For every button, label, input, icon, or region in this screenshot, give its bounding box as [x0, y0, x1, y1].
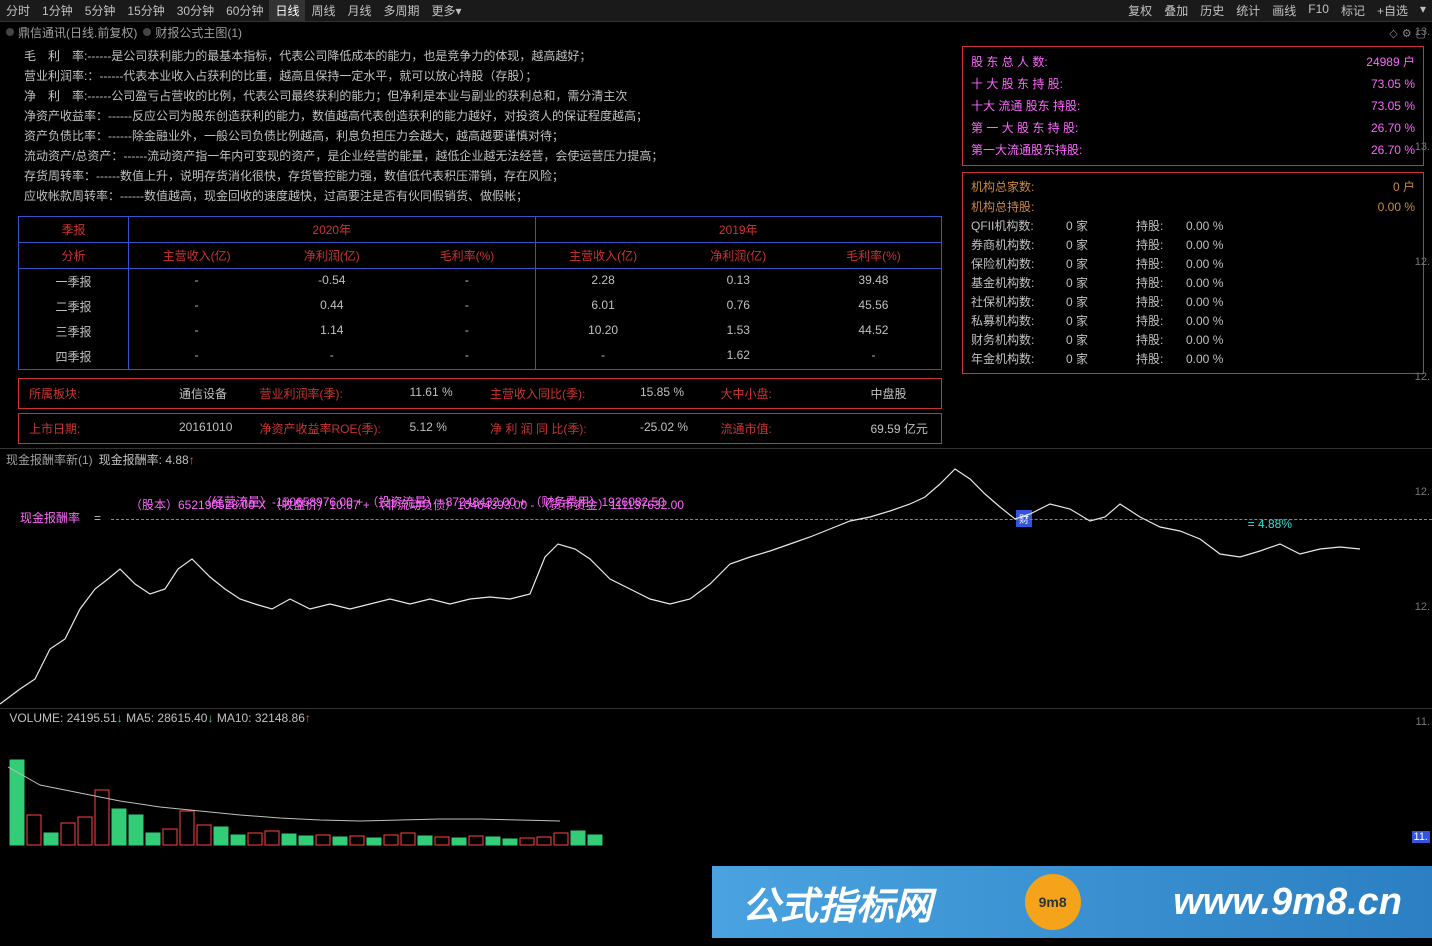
description-line: 资产负债比率：------除金融业外，一般公司负债比例越高，利息负担压力会越大，… — [24, 126, 940, 146]
shareholder-row: 第 一 大 股 东 持 股:26.70 % — [971, 117, 1415, 139]
volume-title: VOLUME: 24195.51↓ MA5: 28615.40↓ MA10: 3… — [0, 709, 1432, 727]
institution-row: 财务机构数:0 家持股:0.00 % — [971, 331, 1415, 350]
timeframe-4[interactable]: 30分钟 — [171, 0, 220, 21]
column-header: 毛利率(%) — [399, 243, 535, 268]
timeframe-0[interactable]: 分时 — [0, 0, 36, 21]
diamond-icon[interactable]: ◇ — [1389, 27, 1397, 40]
indicator-title: 财报公式主图(1) — [155, 24, 242, 41]
volume-svg — [0, 727, 1380, 857]
shareholder-row: 十大 流通 股东 持股:73.05 % — [971, 95, 1415, 117]
timeframe-10[interactable]: 更多▾ — [426, 0, 468, 21]
tool-5[interactable]: F10 — [1302, 0, 1335, 21]
column-header: 主营收入(亿) — [536, 243, 671, 268]
metrics-row: 上市日期:20161010净资产收益率ROE(季):5.12 %净 利 润 同 … — [18, 413, 942, 444]
watermark-text-2: www.9m8.cn — [1173, 881, 1402, 924]
column-header: 净利润(亿) — [671, 243, 806, 268]
tool-3[interactable]: 统计 — [1230, 0, 1266, 21]
metrics-row: 所属板块:通信设备营业利润率(季):11.61 %主营收入同比(季):15.85… — [18, 378, 942, 409]
institution-row: 年金机构数:0 家持股:0.00 % — [971, 350, 1415, 369]
description-line: 净资产收益率：------反应公司为股东创造获利的能力，数值越高代表创造获利的能… — [24, 106, 940, 126]
table-corner-1: 季报 — [19, 217, 128, 242]
column-header: 净利润(亿) — [264, 243, 399, 268]
column-header: 毛利率(%) — [806, 243, 941, 268]
watermark-logo: 9m8 — [1025, 874, 1081, 930]
tool-1[interactable]: 叠加 — [1158, 0, 1194, 21]
table-row: 四季报----1.62- — [19, 344, 941, 369]
tool-0[interactable]: 复权 — [1122, 0, 1158, 21]
description-line: 毛 利 率:------是公司获利能力的最基本指标，代表公司降低成本的能力，也是… — [24, 46, 940, 66]
institution-row: 社保机构数:0 家持股:0.00 % — [971, 293, 1415, 312]
institution-row: 保险机构数:0 家持股:0.00 % — [971, 255, 1415, 274]
description-line: 流动资产/总资产：------流动资产指一年内可变现的资产，是企业经营的能量，越… — [24, 146, 940, 166]
description-line: 应收帐款周转率：------数值越高，现金回收的速度越快，过高要注是否有伙同假销… — [24, 186, 940, 206]
timeframe-2[interactable]: 5分钟 — [79, 0, 122, 21]
watermark-text-1: 公式指标网 — [742, 875, 932, 930]
institution-row: 私募机构数:0 家持股:0.00 % — [971, 312, 1415, 331]
chart-title-row: 鼎信通讯(日线.前复权) 财报公式主图(1) — [0, 22, 1432, 42]
inst-header-row: 机构总持股:0.00 % — [971, 197, 1415, 217]
tool-2[interactable]: 历史 — [1194, 0, 1230, 21]
timeframe-7[interactable]: 周线 — [305, 0, 341, 21]
shareholder-row: 股 东 总 人 数:24989 户 — [971, 51, 1415, 73]
description-line: 净 利 率:------公司盈亏占营收的比例，代表公司最终获利的能力；但净利是本… — [24, 86, 940, 106]
cash-line-svg — [0, 449, 1380, 709]
quarterly-report-table: 季报 2020年 2019年 分析 主营收入(亿)净利润(亿)毛利率(%)主营收… — [18, 216, 942, 370]
timeframe-8[interactable]: 月线 — [342, 0, 378, 21]
shareholder-row: 第一大流通股东持股:26.70 % — [971, 139, 1415, 161]
shareholder-info-box: 股 东 总 人 数:24989 户十 大 股 东 持 股:73.05 %十大 流… — [962, 46, 1424, 166]
table-row: 一季报--0.54-2.280.1339.48 — [19, 269, 941, 294]
institution-row: QFII机构数:0 家持股:0.00 % — [971, 217, 1415, 236]
table-row: 二季报-0.44-6.010.7645.56 — [19, 294, 941, 319]
table-row: 三季报-1.14-10.201.5344.52 — [19, 319, 941, 344]
tool-4[interactable]: 画线 — [1266, 0, 1302, 21]
year-2019-header: 2019年 — [536, 217, 942, 242]
institution-row: 基金机构数:0 家持股:0.00 % — [971, 274, 1415, 293]
year-2020-header: 2020年 — [129, 217, 535, 242]
status-dot — [6, 28, 14, 36]
table-corner-2: 分析 — [19, 243, 129, 268]
cash-return-chart: 现金报酬率新(1) 现金报酬率: 4.88 ↑ （经营流量）-150658976… — [0, 448, 1432, 708]
status-dot-2 — [143, 28, 151, 36]
timeframe-6[interactable]: 日线 — [269, 0, 305, 21]
tool-7[interactable]: +自选 — [1371, 0, 1414, 21]
shareholder-row: 十 大 股 东 持 股:73.05 % — [971, 73, 1415, 95]
volume-chart: VOLUME: 24195.51↓ MA5: 28615.40↓ MA10: 3… — [0, 708, 1432, 858]
institution-row: 券商机构数:0 家持股:0.00 % — [971, 236, 1415, 255]
timeframe-toolbar: 分时1分钟5分钟15分钟30分钟60分钟日线周线月线多周期更多▾ 复权叠加历史统… — [0, 0, 1432, 22]
description-line: 存货周转率：------数值上升，说明存货消化很快，存货管控能力强，数值低代表积… — [24, 166, 940, 186]
column-header: 主营收入(亿) — [129, 243, 264, 268]
timeframe-3[interactable]: 15分钟 — [121, 0, 170, 21]
description-line: 营业利润率:：------代表本业收入占获利的比重，越高且保持一定水平，就可以放… — [24, 66, 940, 86]
tool-6[interactable]: 标记 — [1335, 0, 1371, 21]
stock-title: 鼎信通讯(日线.前复权) — [18, 24, 137, 41]
timeframe-9[interactable]: 多周期 — [378, 0, 426, 21]
ratio-descriptions: 毛 利 率:------是公司获利能力的最基本指标，代表公司降低成本的能力，也是… — [0, 42, 960, 210]
timeframe-1[interactable]: 1分钟 — [36, 0, 79, 21]
tool-8[interactable]: ▾ — [1414, 0, 1432, 21]
timeframe-5[interactable]: 60分钟 — [220, 0, 269, 21]
watermark-banner: 公式指标网 9m8 www.9m8.cn — [712, 866, 1432, 938]
inst-header-row: 机构总家数:0 户 — [971, 177, 1415, 197]
institution-info-box: 机构总家数:0 户机构总持股:0.00 % QFII机构数:0 家持股:0.00… — [962, 172, 1424, 374]
